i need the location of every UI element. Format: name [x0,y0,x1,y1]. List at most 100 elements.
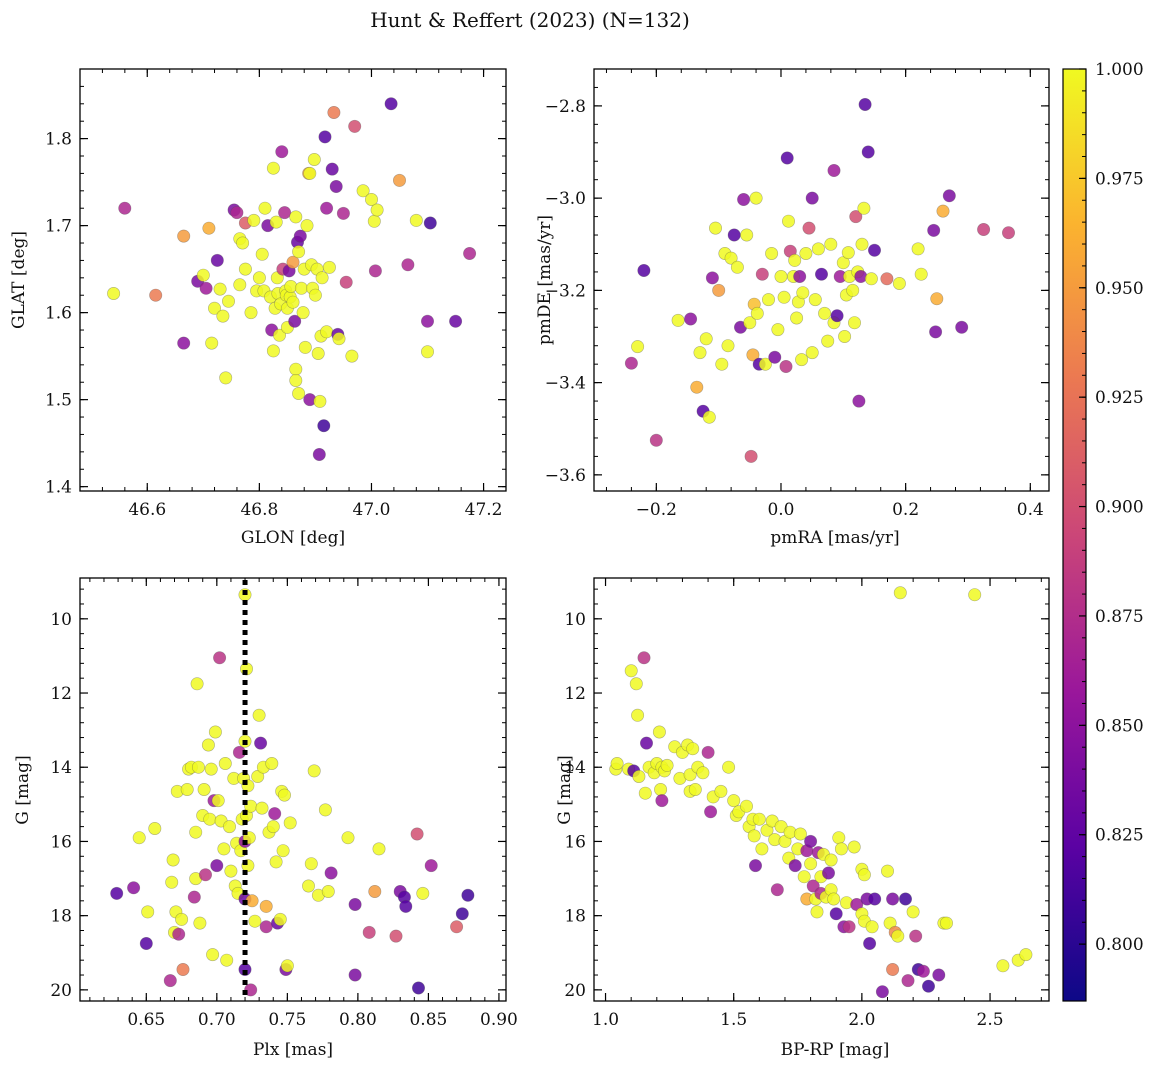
data-point [832,831,846,845]
x-tick-label: 0.75 [268,1010,306,1030]
data-point [410,827,424,841]
panel-proper-motion: pmRA [mas/yr] pmDE [mas/yr] −0.2 0.0 0.2 0.… [535,68,1050,548]
x-tick-label: 0.0 [767,500,794,520]
data-point [727,228,741,242]
data-point [893,586,907,600]
data-point [755,267,769,281]
data-point [318,130,332,144]
data-point [339,275,353,289]
data-point [898,892,912,906]
y-tick-label: 12 [50,684,72,704]
data-point [814,267,828,281]
y-tick-label: 1.6 [45,304,72,324]
data-point [750,306,764,320]
data-point [248,914,262,928]
data-point [298,340,312,354]
data-point [277,788,291,802]
data-point [955,320,969,334]
data-point [259,899,273,913]
data-point [802,221,816,235]
data-point [206,948,220,962]
data-point [208,725,222,739]
data-point [266,161,280,175]
data-point [712,283,726,297]
y-tick-label: 10 [50,610,72,630]
colorbar-tick-label: 0.850 [1095,716,1144,736]
data-point [821,866,835,880]
data-point [268,807,282,821]
data-point [348,968,362,982]
colorbar-tick-label: 0.925 [1095,388,1144,408]
data-point [624,356,638,370]
y-tick-label: −3.0 [545,189,586,209]
data-point [780,151,794,165]
data-point [461,888,475,902]
data-point [671,313,685,327]
data-point [348,119,362,133]
y-axis-label: pmDE [mas/yr] [535,215,555,345]
data-point [795,353,809,367]
data-point [294,281,308,295]
data-point [312,447,326,461]
data-point [332,332,346,346]
data-point [868,892,882,906]
data-point [266,820,280,834]
data-point [230,206,244,220]
data-point [450,920,464,934]
data-point [368,884,382,898]
y-tick-label: 1.7 [45,217,72,237]
data-point [927,223,941,237]
data-point [730,260,744,274]
data-point [793,269,807,283]
data-point [356,184,370,198]
data-point [638,786,652,800]
data-point [774,269,788,283]
data-point [824,237,838,251]
y-axis-label: G [mag] [555,755,575,824]
data-point [180,782,194,796]
data-point [336,206,350,220]
x-tick-label: 0.2 [892,500,919,520]
axis-ticks: 1.0 1.5 2.0 2.5 10 12 14 16 18 20 [564,578,1049,1030]
data-point [219,371,233,385]
data-point [238,262,252,276]
data-point [148,821,162,835]
data-point [693,346,707,360]
scatter-points [624,98,1015,463]
data-point [288,314,302,328]
scatter-points [107,97,477,461]
data-point [637,651,651,665]
y-axis-label: GLAT [deg] [9,231,29,329]
data-point [289,210,303,224]
data-point [420,314,434,328]
x-tick-label: 47.0 [353,500,391,520]
data-point [189,825,203,839]
data-point [808,293,822,307]
y-tick-label: 16 [564,832,586,852]
data-point [996,959,1010,973]
data-point [857,868,871,882]
data-point [205,336,219,350]
data-point [755,842,769,856]
figure-title: Hunt & Reffert (2023) (N=132) [370,8,690,32]
y-tick-label: −3.6 [545,466,586,486]
data-point [289,362,303,376]
y-tick-label: 20 [50,981,72,1001]
data-point [906,905,920,919]
data-point [424,859,438,873]
data-point [829,907,843,921]
data-point [258,201,272,215]
data-point [765,814,779,828]
data-point [313,394,327,408]
data-point [321,884,335,898]
y-tick-label: 18 [564,907,586,927]
data-point [847,316,861,330]
data-point [705,271,719,285]
data-point [765,247,779,261]
data-point [942,189,956,203]
data-point [213,282,227,296]
data-point [199,868,213,882]
colorbar-ticks: 0.800 0.825 0.850 0.875 0.900 0.925 0.950 0.975… [1079,60,1144,955]
data-point [880,864,894,878]
y-axis-label: G [mag] [13,755,33,824]
